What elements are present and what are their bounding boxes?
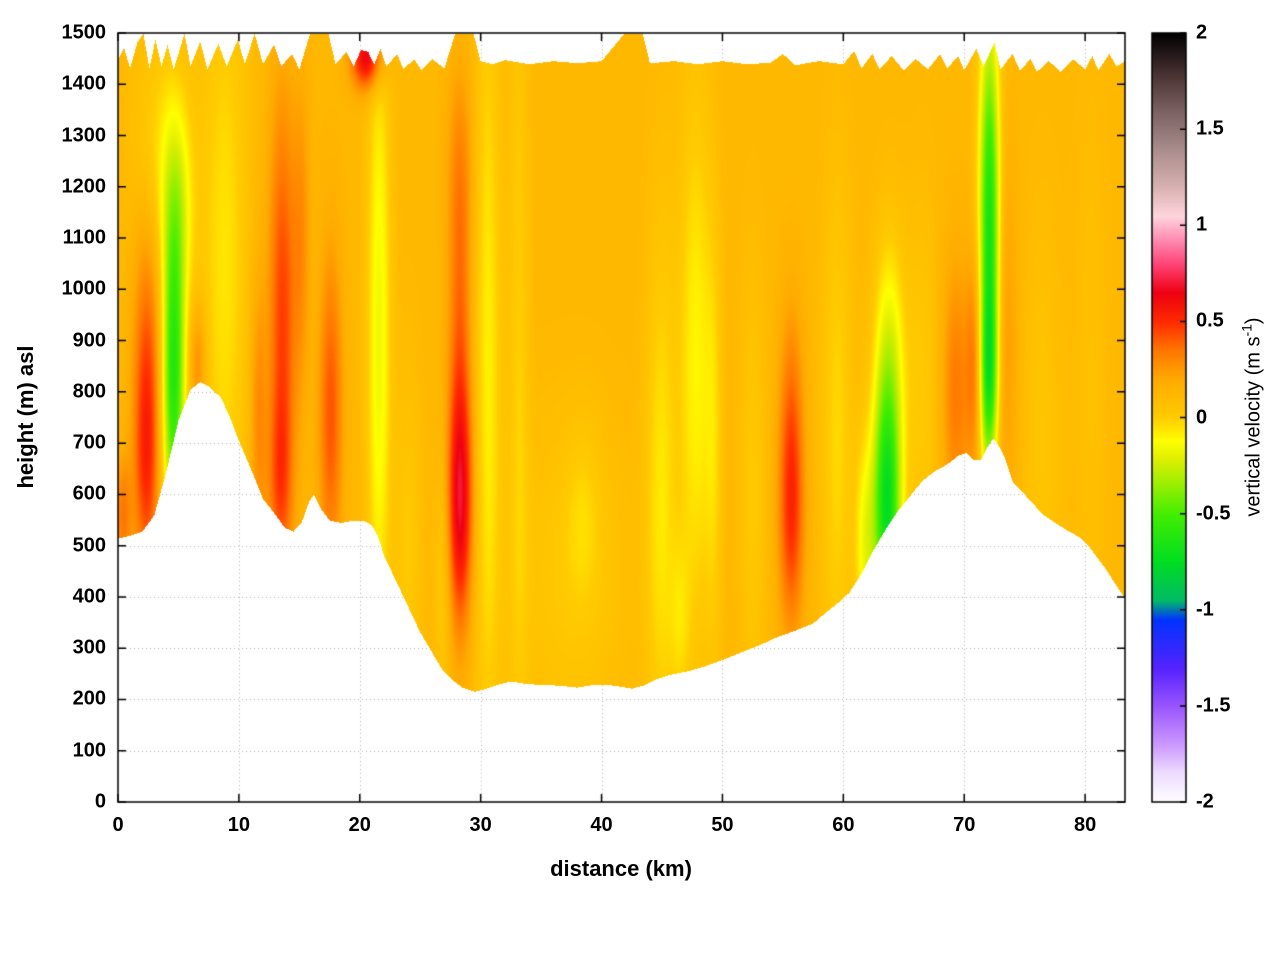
colorbar-tick-label-6: -1 (1196, 598, 1214, 621)
colorbar-tick-label-3: 0.5 (1196, 309, 1224, 332)
y-axis-title: height (m) asl (13, 345, 38, 489)
colorbar-tick-label-5: -0.5 (1196, 502, 1231, 525)
x-tick-label-0: 0 (112, 814, 124, 836)
colorbar-tick-label-8: -2 (1196, 790, 1214, 813)
y-tick-label-6: 600 (72, 482, 106, 505)
colorbar-tick-label-1: 1.5 (1196, 117, 1224, 140)
colorbar-tick-label-4: 0 (1196, 406, 1208, 428)
y-tick-label-1: 100 (72, 739, 106, 762)
y-tick-label-11: 1100 (62, 226, 106, 249)
x-tick-label-7: 70 (953, 814, 976, 836)
x-tick-label-2: 20 (348, 814, 371, 836)
colorbar-title-superscript: -1 (1238, 324, 1255, 337)
x-tick-label-6: 60 (832, 814, 855, 836)
y-tick-label-13: 1300 (61, 124, 107, 147)
x-axis-title: distance (km) (550, 856, 692, 881)
y-tick-label-0: 0 (94, 790, 106, 813)
y-tick-label-8: 800 (72, 380, 106, 403)
colorbar-title: vertical velocity (m s-1) (1239, 317, 1266, 516)
y-tick-label-4: 400 (72, 585, 106, 608)
x-tick-label-5: 50 (711, 814, 734, 836)
y-tick-label-3: 300 (72, 636, 106, 659)
colorbar-tick-label-7: -1.5 (1196, 694, 1231, 717)
colorbar-title-text: vertical velocity (m s (1242, 336, 1265, 517)
y-tick-label-5: 500 (72, 534, 106, 557)
y-tick-label-10: 1000 (61, 277, 107, 300)
x-tick-label-4: 40 (590, 814, 613, 836)
y-tick-label-7: 700 (72, 431, 106, 454)
y-tick-label-9: 900 (72, 329, 106, 352)
y-tick-label-2: 200 (72, 687, 106, 710)
y-tick-label-15: 1500 (61, 21, 107, 44)
y-tick-label-12: 1200 (61, 175, 107, 198)
x-tick-label-8: 80 (1073, 814, 1097, 836)
x-tick-label-1: 10 (227, 814, 250, 836)
colorbar-tick-label-2: 1 (1196, 213, 1208, 236)
colorbar-tick-label-0: 2 (1196, 21, 1208, 44)
colorbar-title-close: ) (1242, 317, 1265, 325)
x-tick-label-3: 30 (469, 814, 492, 836)
y-tick-label-14: 1400 (61, 72, 107, 95)
